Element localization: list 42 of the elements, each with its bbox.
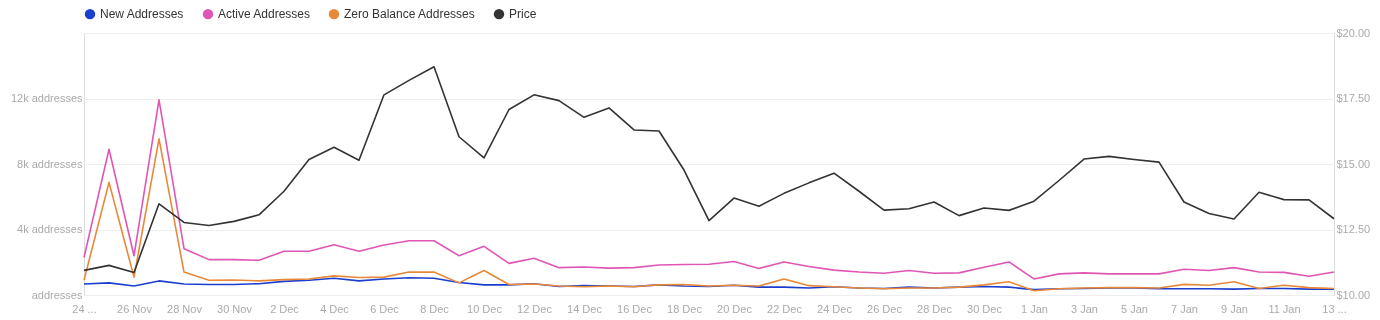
y2-tick-label: $20.00 xyxy=(1336,26,1371,39)
line-series xyxy=(83,66,1335,274)
y2-tick-label: $17.50 xyxy=(1336,92,1371,104)
x-tick-label: 22 Dec xyxy=(767,302,803,315)
x-tick-label: 24 ... xyxy=(72,302,97,315)
x-tick-label: 14 Dec xyxy=(567,302,603,315)
x-tick-label: 10 Dec xyxy=(467,302,503,315)
x-tick-label: 26 Nov xyxy=(117,302,153,315)
legend-label: Zero Balance Addresses xyxy=(344,7,475,22)
y-tick-label: 8k addresses xyxy=(17,157,83,170)
x-tick-label: 30 Dec xyxy=(967,302,1003,315)
x-tick-label: 8 Dec xyxy=(420,302,450,315)
y2-tick-label: $15.00 xyxy=(1336,157,1371,170)
y2-tick-label: $12.50 xyxy=(1336,223,1371,235)
x-tick-label: 18 Dec xyxy=(667,302,703,315)
x-tick-label: 2 Dec xyxy=(270,302,300,315)
line-series xyxy=(83,137,1335,292)
x-tick-label: 1 Jan xyxy=(1021,302,1048,315)
x-tick-label: 3 Jan xyxy=(1071,302,1098,315)
x-tick-label: 20 Dec xyxy=(717,302,753,315)
line-series xyxy=(83,99,1335,280)
y-tick-label: 12k addresses xyxy=(10,92,83,104)
x-tick-label: 28 Nov xyxy=(167,302,203,315)
x-tick-label: 6 Dec xyxy=(370,302,400,315)
x-tick-label: 26 Dec xyxy=(867,302,903,315)
x-tick-label: 24 Dec xyxy=(817,302,853,315)
x-tick-label: 9 Jan xyxy=(1221,302,1248,315)
x-tick-label: 5 Jan xyxy=(1121,302,1148,315)
y-tick-label: addresses xyxy=(31,288,83,301)
x-tick-label: 4 Dec xyxy=(320,302,350,315)
x-tick-label: 11 Jan xyxy=(1268,302,1301,315)
x-tick-label: 12 Dec xyxy=(517,302,553,315)
legend-label: Price xyxy=(509,7,537,22)
y-tick-label: 4k addresses xyxy=(17,223,83,235)
x-tick-label: 16 Dec xyxy=(617,302,653,315)
x-tick-label: 30 Nov xyxy=(217,302,253,315)
x-tick-label: 28 Dec xyxy=(917,302,953,315)
legend-label: New Addresses xyxy=(100,7,184,22)
x-tick-label: 7 Jan xyxy=(1171,302,1198,315)
y2-tick-label: $10.00 xyxy=(1336,288,1371,301)
legend-label: Active Addresses xyxy=(218,7,311,22)
x-tick-label: 13 ... xyxy=(1322,302,1347,315)
